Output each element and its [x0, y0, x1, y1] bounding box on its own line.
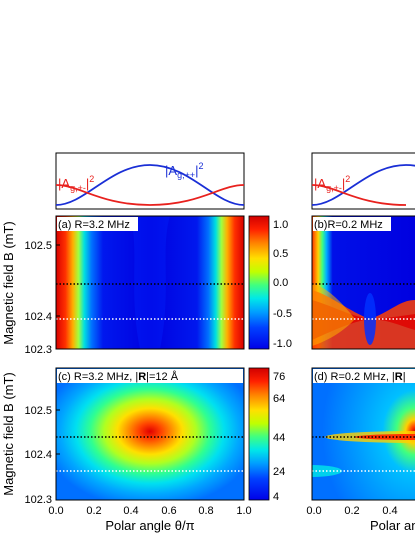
panel-b-label: (b)R=0.2 MHz — [314, 219, 383, 231]
x-axis-ticks-left: 0.0 0.2 0.4 0.6 0.8 1.0 — [48, 505, 251, 517]
panel-a: (a) R=3.2 MHz — [55, 215, 245, 350]
panel-d: (d) R=0.2 MHz, |R| — [311, 367, 415, 501]
label-blue-left: |Ag,++|2 — [165, 161, 204, 180]
top-strip-right: |Ag,+-|2 — [311, 152, 415, 210]
panel-d-label: (d) R=0.2 MHz, |R| — [314, 371, 406, 383]
y-axis-label-top: Magnetic field B (mT) — [1, 221, 16, 345]
x-axis-ticks-right: 0.0 0.2 0.4 — [306, 505, 397, 517]
colorbar-bottom: 76 64 44 24 4 — [248, 367, 285, 503]
label-red-right: |Ag,+-|2 — [314, 174, 350, 193]
cb-bottom-tick-0: 76 — [273, 371, 285, 383]
x-tick-0.0: 0.0 — [48, 505, 63, 517]
colorbar-top: 1.0 0.5 0.0 -0.5 -1.0 — [248, 215, 292, 350]
x-tick-r-0.0: 0.0 — [306, 505, 321, 517]
x-tick-0.4: 0.4 — [123, 505, 138, 517]
cb-bottom-tick-4: 4 — [273, 491, 279, 503]
x-tick-r-0.4: 0.4 — [382, 505, 397, 517]
x-tick-0.8: 0.8 — [198, 505, 213, 517]
y-tick-a-102.3: 102.3 — [24, 344, 52, 356]
cb-top-tick-3: -0.5 — [273, 308, 292, 320]
label-red-left: |Ag,+-|2 — [58, 174, 94, 193]
x-axis-label-right: Polar angle θ/π — [370, 518, 415, 533]
cb-bottom-tick-3: 24 — [273, 466, 285, 478]
y-axis-ticks-bottom: 102.5 102.4 102.3 — [24, 405, 60, 506]
y-axis-ticks-top: 102.5 102.4 102.3 — [24, 240, 60, 356]
cb-top-tick-2: 0.0 — [273, 277, 288, 289]
red-curve-left — [56, 184, 244, 206]
cb-bottom-tick-1: 64 — [273, 393, 285, 405]
y-tick-c-102.5: 102.5 — [24, 405, 52, 417]
panel-c-label: (c) R=3.2 MHz, |R|=12 Å — [58, 370, 179, 383]
cb-top-tick-4: -1.0 — [273, 338, 292, 350]
red-curve-right — [312, 184, 407, 206]
y-tick-c-102.4: 102.4 — [24, 449, 52, 461]
x-axis-label-left: Polar angle θ/π — [105, 518, 194, 533]
blue-curve-right — [312, 164, 415, 206]
y-tick-a-102.4: 102.4 — [24, 311, 52, 323]
x-tick-0.6: 0.6 — [161, 505, 176, 517]
x-tick-1.0: 1.0 — [236, 505, 251, 517]
y-tick-a-102.5: 102.5 — [24, 240, 52, 252]
x-tick-0.2: 0.2 — [86, 505, 101, 517]
panel-b: (b)R=0.2 MHz — [311, 215, 415, 350]
panel-c: (c) R=3.2 MHz, |R|=12 Å — [55, 367, 245, 501]
panel-a-label: (a) R=3.2 MHz — [58, 219, 130, 231]
blue-curve-left — [56, 164, 244, 206]
cb-top-tick-1: 0.5 — [273, 248, 288, 260]
top-strip-left: |Ag,+-|2 |Ag,++|2 — [55, 152, 245, 210]
y-tick-c-102.3: 102.3 — [24, 494, 52, 506]
x-tick-r-0.2: 0.2 — [344, 505, 359, 517]
y-axis-label-bottom: Magnetic field B (mT) — [1, 372, 16, 496]
cb-top-tick-0: 1.0 — [273, 219, 288, 231]
cb-bottom-tick-2: 44 — [273, 432, 285, 444]
